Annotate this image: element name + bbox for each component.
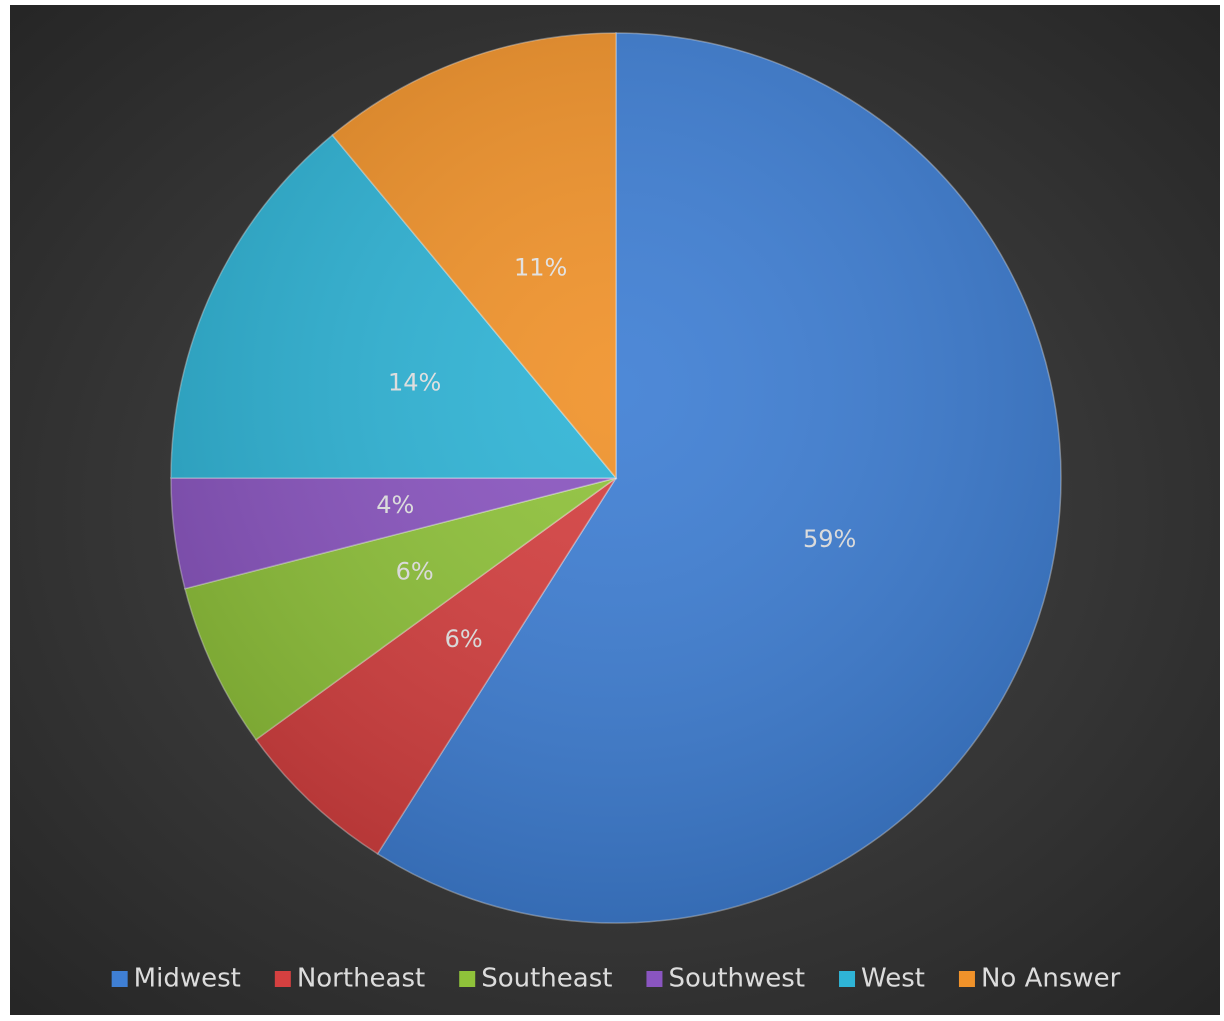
legend-swatch [274,971,291,987]
legend: Midwest Northeast Southeast Southwest West No… [111,964,1121,994]
data-label: 4% [376,491,414,519]
legend-swatch [839,971,856,987]
data-label: 6% [396,558,434,586]
legend-swatch [958,971,975,987]
legend-label: Midwest [134,964,241,994]
legend-label: Northeast [297,964,425,994]
legend-label: Southeast [481,964,612,994]
legend-swatch [459,971,476,987]
legend-label: West [861,964,925,994]
data-label: 6% [445,625,483,653]
data-label: 59% [803,525,856,553]
pie: 59% 6% 6% 4% 14% 11% [170,32,1062,924]
legend-swatch [646,971,663,987]
legend-label: Southwest [668,964,805,994]
legend-swatch [111,971,128,987]
data-label: 11% [514,254,567,282]
legend-label: No Answer [981,964,1121,994]
data-label: 14% [388,368,441,396]
